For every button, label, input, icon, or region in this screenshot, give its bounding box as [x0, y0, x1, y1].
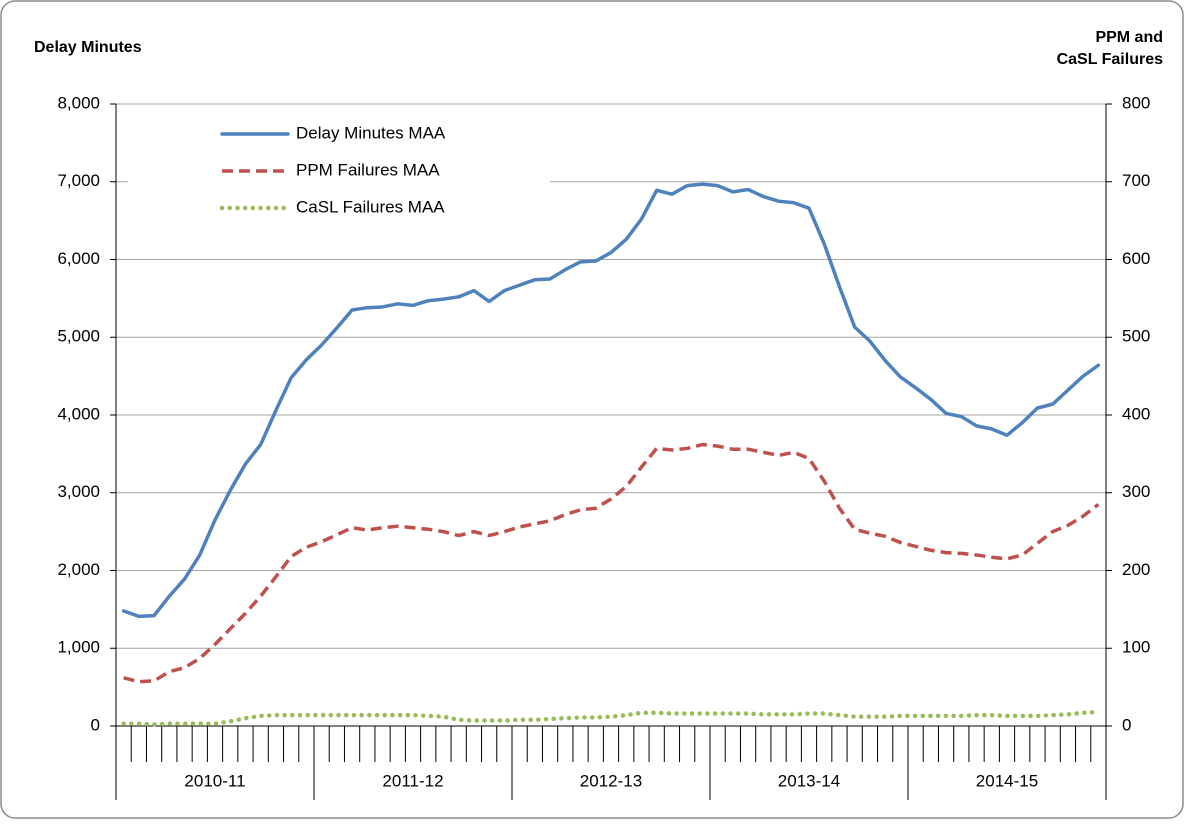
- legend-label: Delay Minutes MAA: [296, 123, 446, 142]
- y2-tick-label: 300: [1122, 482, 1150, 501]
- y2-axis-title: PPM and: [1095, 29, 1163, 46]
- y2-tick-label: 400: [1122, 404, 1150, 423]
- y-axis-title: Delay Minutes: [34, 39, 142, 56]
- legend-label: CaSL Failures MAA: [296, 197, 445, 216]
- y-tick-label: 8,000: [57, 93, 100, 112]
- series-line: [121, 182, 1101, 619]
- y-tick-label: 7,000: [57, 171, 100, 190]
- x-group-label: 2011-12: [382, 771, 443, 790]
- series-line: [123, 442, 1100, 684]
- y-tick-label: 3,000: [57, 482, 100, 501]
- y2-axis-title: CaSL Failures: [1057, 51, 1164, 68]
- y2-tick-label: 600: [1122, 249, 1150, 268]
- y2-tick-label: 100: [1122, 638, 1150, 657]
- x-group-label: 2013-14: [778, 771, 840, 790]
- series-line: [121, 709, 1101, 727]
- x-group-label: 2012-13: [580, 771, 642, 790]
- y-tick-label: 0: [91, 715, 100, 734]
- y2-tick-label: 500: [1122, 327, 1150, 346]
- y-tick-label: 5,000: [57, 327, 100, 346]
- legend-label: PPM Failures MAA: [296, 160, 440, 179]
- x-group-label: 2010-11: [184, 771, 245, 790]
- y2-tick-label: 0: [1122, 715, 1131, 734]
- x-group-label: 2014-15: [976, 771, 1038, 790]
- y2-tick-label: 700: [1122, 171, 1150, 190]
- y-tick-label: 1,000: [57, 638, 100, 657]
- y2-tick-label: 200: [1122, 560, 1150, 579]
- y-tick-label: 2,000: [57, 560, 100, 579]
- legend-box: [128, 112, 550, 230]
- y-tick-label: 6,000: [57, 249, 100, 268]
- y2-tick-label: 800: [1122, 93, 1150, 112]
- y-tick-label: 4,000: [57, 404, 100, 423]
